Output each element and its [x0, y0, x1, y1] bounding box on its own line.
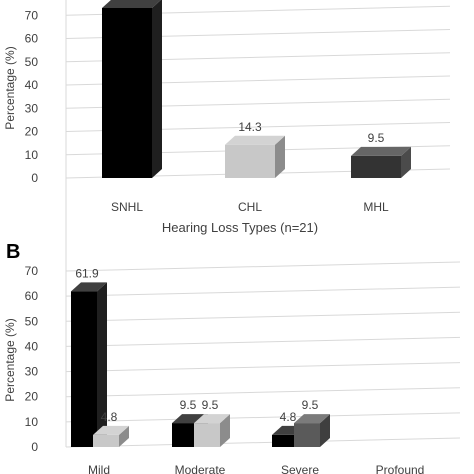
panel-b-y-axis-title: Percentage (%): [3, 318, 17, 401]
panel-a-y-tick-label: 0: [31, 171, 38, 185]
panel-b-bar-moderate-1-front: [172, 423, 198, 447]
panel-b-category-label: Moderate: [175, 463, 226, 474]
panel-b-bar-mild-1-top: [71, 282, 107, 292]
panel-a-y-tick-labels: 0 10 20 30 40 50 60 70: [25, 8, 39, 185]
panel-a-bar-snhl-side: [152, 0, 162, 178]
panel-b-bar-moderate-2: [194, 414, 230, 447]
panel-b-gridlines: [65, 0, 461, 448]
panel-b-bar-mild-1-front: [71, 291, 97, 447]
panel-a-data-label: 9.5: [368, 131, 385, 145]
panel-a-y-tick-label: 70: [25, 8, 39, 22]
panel-b-gridline: [65, 362, 461, 373]
panel-b-category-labels: Mild Moderate Severe Profound: [88, 463, 424, 474]
panel-b-gridline: [65, 311, 461, 322]
panel-b-chart: B 0 10 20 30 40 50 60 70 Mild Moderate Severe Prof…: [3, 0, 461, 474]
panel-b-y-tick-label: 40: [25, 339, 39, 353]
panel-a-bar-snhl-front: [102, 8, 152, 178]
panel-b-gridline: [65, 286, 461, 297]
panel-b-bar-severe-2-front: [294, 423, 320, 447]
panel-a-bar-snhl-top: [102, 0, 161, 8]
panel-b-category-label: Profound: [376, 463, 425, 474]
panel-a-chart: 0 10 20 30 40 50 60 70 SNHL CHL MHL 14.3 9.5 Perce…: [3, 0, 451, 235]
panel-b-bar-severe-1-front: [272, 434, 298, 447]
panel-b-bar-severe-2-top: [294, 414, 330, 424]
panel-b-bar-mild-1: [71, 282, 107, 447]
panel-b-bar-severe-2-side: [320, 414, 330, 447]
panel-a-bar-chl-front: [225, 144, 275, 178]
panel-b-data-label: 9.5: [180, 398, 197, 412]
panel-a-y-tick-label: 30: [25, 101, 39, 115]
panel-a-category-label: MHL: [363, 200, 389, 214]
panel-a-y-tick-label: 50: [25, 55, 39, 69]
panel-b-bar-moderate-2-side: [220, 414, 230, 447]
panel-b-bar-mild-2-side: [119, 425, 129, 447]
panel-a-bar-mhl-side: [401, 146, 411, 178]
panel-a-category-label: SNHL: [111, 200, 143, 214]
panel-b-bar-mild-1-side: [97, 282, 107, 447]
panel-a-data-label: 14.3: [238, 120, 262, 134]
panel-b-y-tick-label: 10: [25, 415, 39, 429]
panel-b-gridline: [65, 387, 461, 398]
panel-b-bar-moderate-2-top: [194, 414, 230, 424]
panel-b-data-label: 4.8: [101, 410, 118, 424]
panel-b-bar-severe-2: [294, 414, 330, 447]
panel-a-category-label: CHL: [238, 200, 262, 214]
panel-b-data-label: 9.5: [202, 398, 219, 412]
panel-a-x-axis-title: Hearing Loss Types (n=21): [162, 220, 318, 235]
panel-a-bar-snhl: [102, 0, 162, 178]
panel-b-bars: [71, 282, 330, 447]
panel-b-bar-mild-2-top: [93, 425, 129, 435]
panel-b-category-label: Severe: [281, 463, 319, 474]
panel-b-gridline: [65, 336, 461, 347]
panel-a-bar-mhl-top: [351, 146, 411, 156]
panel-b-category-label: Mild: [88, 463, 110, 474]
panel-b-data-labels: 61.9 4.8 9.5 9.5 4.8 9.5: [75, 266, 318, 424]
panel-a-bar-chl: [225, 135, 285, 178]
panel-b-gridline: [65, 261, 461, 272]
panel-a-y-tick-label: 20: [25, 125, 39, 139]
panel-b-y-tick-label: 20: [25, 390, 39, 404]
panel-a-y-tick-label: 10: [25, 148, 39, 162]
panel-a-bar-mhl-front: [351, 155, 401, 178]
panel-b-data-label: 9.5: [302, 398, 319, 412]
panel-b-data-label: 4.8: [280, 410, 297, 424]
panel-a-bars: [102, 0, 411, 178]
panel-a-data-labels: 14.3 9.5: [238, 120, 384, 145]
panel-b-gridline: [65, 437, 461, 448]
panel-b-y-tick-label: 30: [25, 365, 39, 379]
panel-a-bar-chl-top: [225, 135, 285, 145]
panel-a-y-tick-label: 40: [25, 78, 39, 92]
panel-b-bar-moderate-2-front: [194, 423, 220, 447]
panel-a-y-axis-title: Percentage (%): [3, 46, 17, 129]
panel-a-bar-chl-side: [275, 135, 285, 178]
panel-b-y-tick-labels: 0 10 20 30 40 50 60 70: [25, 264, 39, 454]
panel-a-bar-mhl: [351, 146, 411, 178]
panel-b-gridline: [65, 412, 461, 423]
panel-b-bar-mild-2-front: [93, 434, 119, 447]
panel-b-y-tick-label: 70: [25, 264, 39, 278]
panel-b-letter: B: [6, 241, 20, 263]
panel-b-data-label: 61.9: [75, 266, 99, 280]
panel-a-category-labels: SNHL CHL MHL: [111, 200, 389, 214]
panel-b-y-tick-label: 60: [25, 289, 39, 303]
panel-b-y-tick-label: 50: [25, 314, 39, 328]
panel-a-y-tick-label: 60: [25, 32, 39, 46]
panel-b-bar-mild-2: [93, 425, 129, 447]
panel-b-y-tick-label: 0: [31, 440, 38, 454]
